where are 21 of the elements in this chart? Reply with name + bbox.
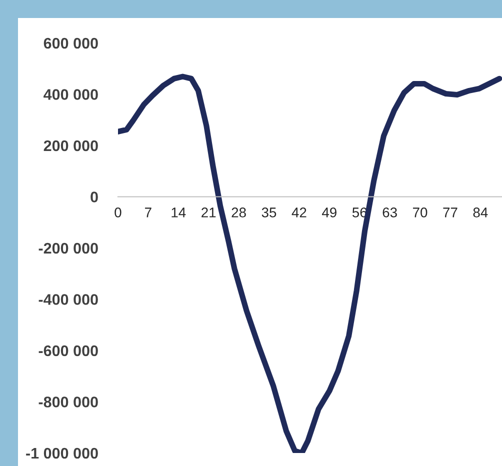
y-tick-label: -1 000 000: [26, 448, 98, 459]
y-tick-label: 0: [90, 192, 98, 202]
y-tick-label: 200 000: [44, 140, 98, 152]
x-tick-label: 14: [172, 208, 186, 218]
x-tick-label: 77: [443, 208, 458, 218]
x-tick-label: 70: [413, 208, 428, 218]
x-tick-label: 28: [232, 208, 246, 218]
x-tick-label: 35: [262, 208, 276, 218]
y-tick-label: 400 000: [44, 89, 98, 100]
y-tick-label: 600 000: [44, 38, 98, 49]
x-tick-label: 21: [202, 208, 216, 218]
y-tick-label: -800 000: [38, 396, 98, 408]
x-tick-label: 84: [473, 208, 488, 218]
x-tick-label: 0: [114, 208, 122, 218]
y-tick-label: -400 000: [38, 294, 98, 305]
y-tick-label: -200 000: [38, 242, 98, 254]
x-tick-label: 42: [292, 208, 306, 218]
x-tick-label: 7: [145, 208, 152, 218]
x-tick-label: 63: [382, 208, 397, 218]
x-tick-label: 49: [322, 208, 336, 218]
y-tick-label: -600 000: [38, 345, 98, 356]
